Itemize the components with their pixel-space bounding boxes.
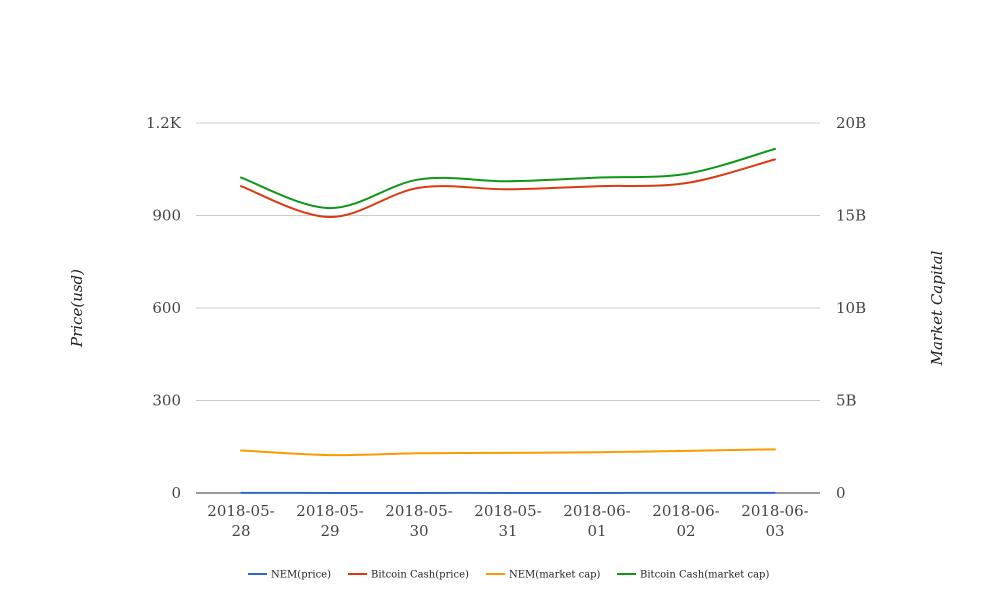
y-tick-label: 0 [171,484,181,502]
data-point-nem-price [417,491,421,495]
data-point-nem-market-cap [773,447,777,451]
data-point-nem-market-cap [595,450,599,454]
data-point-bitcoin-cash-market-cap [595,176,599,180]
data-point-nem-price [595,491,599,495]
data-point-bitcoin-cash-price [595,184,599,188]
data-point-nem-price [773,491,777,495]
data-point-bitcoin-cash-price [684,181,688,185]
x-tick-label: 2018-05-31 [474,502,541,540]
y-tick-label: 1.2K [146,114,182,132]
x-tick-label: 2018-06-03 [741,502,808,540]
data-point-bitcoin-cash-market-cap [684,172,688,176]
data-point-nem-market-cap [417,451,421,455]
data-point-bitcoin-cash-market-cap [417,177,421,181]
y2-tick-label: 10B [836,299,866,317]
data-point-bitcoin-cash-market-cap [773,147,777,151]
data-point-nem-price [239,491,243,495]
data-point-bitcoin-cash-price [328,215,332,219]
data-point-nem-market-cap [506,451,510,455]
data-point-nem-market-cap [328,453,332,457]
x-tick-label: 2018-05-28 [207,502,274,540]
data-point-nem-price [328,491,332,495]
series-line-bitcoin-cash-market-cap [240,147,776,210]
legend-label: NEM(market cap) [509,570,601,581]
legend: NEM(price) Bitcoin Cash(price) NEM(market … [248,570,769,581]
y-tick-label: 300 [152,392,181,410]
data-point-nem-price [684,491,688,495]
legend-label: Bitcoin Cash(price) [371,570,469,581]
data-point-bitcoin-cash-market-cap [239,176,243,180]
y2-tick-label: 0 [836,484,846,502]
data-point-bitcoin-cash-market-cap [506,179,510,183]
y2-tick-label: 15B [836,207,866,225]
data-point-nem-market-cap [239,448,243,452]
x-tick-label: 2018-06-01 [563,502,630,540]
data-point-bitcoin-cash-price [417,186,421,190]
series-lines [239,147,777,495]
data-point-bitcoin-cash-price [506,187,510,191]
series-line-bitcoin-cash-price [240,158,776,219]
y-tick-label: 900 [152,207,181,225]
data-point-bitcoin-cash-price [239,184,243,188]
y2-tick-label: 20B [836,114,866,132]
x-tick-label: 2018-05-30 [385,502,452,540]
y2-tick-label: 5B [836,392,857,410]
data-point-nem-market-cap [684,449,688,453]
gridlines [196,122,820,494]
data-point-nem-price [506,491,510,495]
series-line-nem-market-cap [240,448,776,457]
x-tick-label: 2018-06-02 [652,502,719,540]
legend-label: NEM(price) [271,570,331,581]
y-axis-title: Price(usd) [68,269,86,348]
y-tick-label: 600 [152,299,181,317]
legend-label: Bitcoin Cash(market cap) [640,570,769,581]
x-tick-label: 2018-05-29 [296,502,363,540]
data-point-bitcoin-cash-market-cap [328,206,332,210]
y2-axis-title: Market Capital [928,250,946,366]
data-point-bitcoin-cash-price [773,157,777,161]
